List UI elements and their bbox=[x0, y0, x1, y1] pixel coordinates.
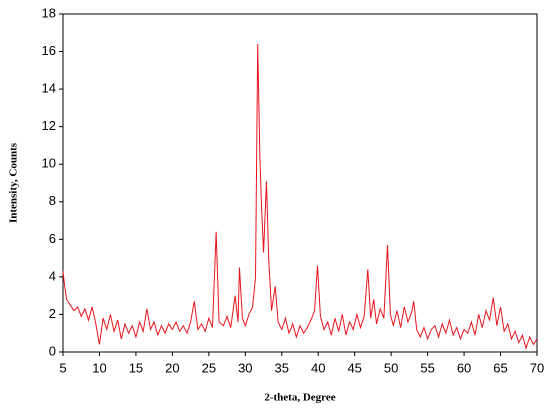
data-line bbox=[62, 44, 538, 350]
x-tick-label: 60 bbox=[457, 360, 471, 375]
y-axis-label: Intensity, Counts bbox=[8, 142, 20, 223]
x-tick-label: 70 bbox=[530, 360, 544, 375]
x-tick-label: 50 bbox=[384, 360, 398, 375]
x-tick-label: 55 bbox=[420, 360, 434, 375]
x-tick-label: 30 bbox=[238, 360, 252, 375]
plot-frame bbox=[62, 13, 538, 353]
y-tick-label: 16 bbox=[42, 43, 56, 58]
y-tick-label: 8 bbox=[49, 193, 56, 208]
x-tick-label: 10 bbox=[92, 360, 106, 375]
y-tick-label: 10 bbox=[42, 156, 56, 171]
x-tick-label: 20 bbox=[165, 360, 179, 375]
x-tick-label: 5 bbox=[59, 360, 66, 375]
y-tick-label: 6 bbox=[49, 231, 56, 246]
x-tick-label: 65 bbox=[493, 360, 507, 375]
x-tick-label: 25 bbox=[202, 360, 216, 375]
y-tick-label: 14 bbox=[42, 81, 56, 96]
y-tick-label: 4 bbox=[49, 268, 56, 283]
y-tick-label: 12 bbox=[42, 118, 56, 133]
y-tick-label: 0 bbox=[49, 343, 56, 358]
x-tick-label: 40 bbox=[311, 360, 325, 375]
y-tick-label: 18 bbox=[42, 5, 56, 20]
x-axis-label: 2-theta, Degree bbox=[264, 392, 335, 404]
x-tick-label: 15 bbox=[129, 360, 143, 375]
y-tick-label: 2 bbox=[49, 306, 56, 321]
x-tick-label: 45 bbox=[347, 360, 361, 375]
x-tick-label: 35 bbox=[275, 360, 289, 375]
